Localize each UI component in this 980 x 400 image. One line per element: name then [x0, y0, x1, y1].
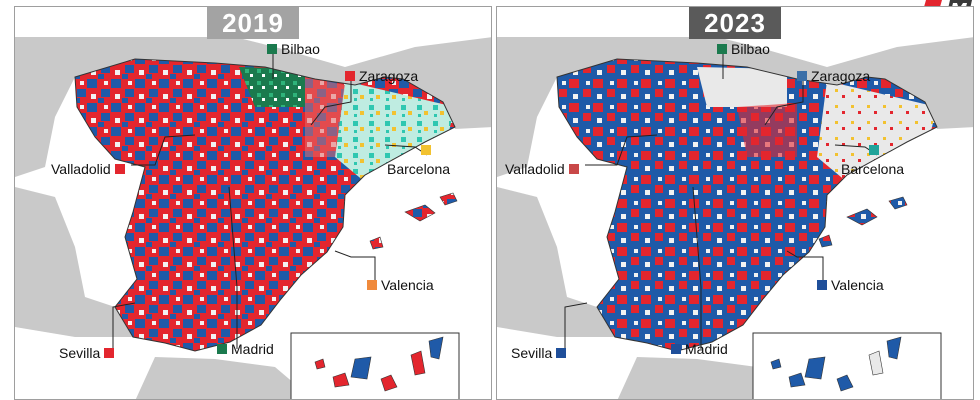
city-name: Barcelona [387, 161, 451, 177]
city-swatch [345, 71, 355, 81]
city-label-barcelona: Barcelona [387, 145, 451, 177]
city-name: Zaragoza [811, 68, 871, 84]
city-label-madrid: Madrid [217, 341, 274, 357]
city-name: Madrid [685, 341, 728, 357]
city-label-sevilla: Sevilla [59, 345, 115, 361]
city-label-barcelona: Barcelona [841, 145, 905, 177]
city-name: Valencia [831, 277, 884, 293]
city-label-valencia: Valencia [817, 277, 884, 293]
city-name: Valladolid [51, 161, 111, 177]
spain-map-2019 [15, 7, 491, 399]
city-name: Sevilla [59, 345, 101, 361]
city-swatch [717, 44, 727, 54]
city-swatch [217, 344, 227, 354]
city-label-madrid: Madrid [671, 341, 728, 357]
city-name: Zaragoza [359, 68, 419, 84]
city-label-valencia: Valencia [367, 277, 434, 293]
city-name: Madrid [231, 341, 274, 357]
city-swatch [817, 280, 827, 290]
city-label-valladolid: Valladolid [51, 161, 125, 177]
year-label: 2023 [689, 7, 781, 39]
city-name: Bilbao [281, 41, 320, 57]
city-name: Valladolid [505, 161, 565, 177]
year-label: 2019 [207, 7, 299, 39]
city-name: Sevilla [511, 345, 553, 361]
city-swatch [267, 44, 277, 54]
city-name: Barcelona [841, 161, 905, 177]
map-panel-2023: 2023 Bilbao Zaragoza Valladolid Barcelon… [496, 6, 974, 400]
city-label-valladolid: Valladolid [505, 161, 579, 177]
city-label-bilbao: Bilbao [717, 41, 770, 57]
map-panel-2019: 2019 Bilbao Zaragoza Valladolid Barcelon… [14, 6, 492, 400]
city-swatch [367, 280, 377, 290]
city-swatch [421, 145, 431, 155]
city-label-bilbao: Bilbao [267, 41, 320, 57]
city-label-zaragoza: Zaragoza [797, 68, 870, 84]
city-label-sevilla: Sevilla [511, 345, 567, 361]
city-swatch [869, 145, 879, 155]
city-swatch [671, 344, 681, 354]
city-name: Bilbao [731, 41, 770, 57]
city-swatch [797, 71, 807, 81]
city-name: Valencia [381, 277, 434, 293]
city-swatch [104, 348, 115, 358]
spain-map-2023 [497, 7, 973, 399]
city-swatch [568, 164, 579, 174]
city-swatch [114, 164, 125, 174]
city-label-zaragoza: Zaragoza [345, 68, 418, 84]
city-swatch [556, 348, 567, 358]
